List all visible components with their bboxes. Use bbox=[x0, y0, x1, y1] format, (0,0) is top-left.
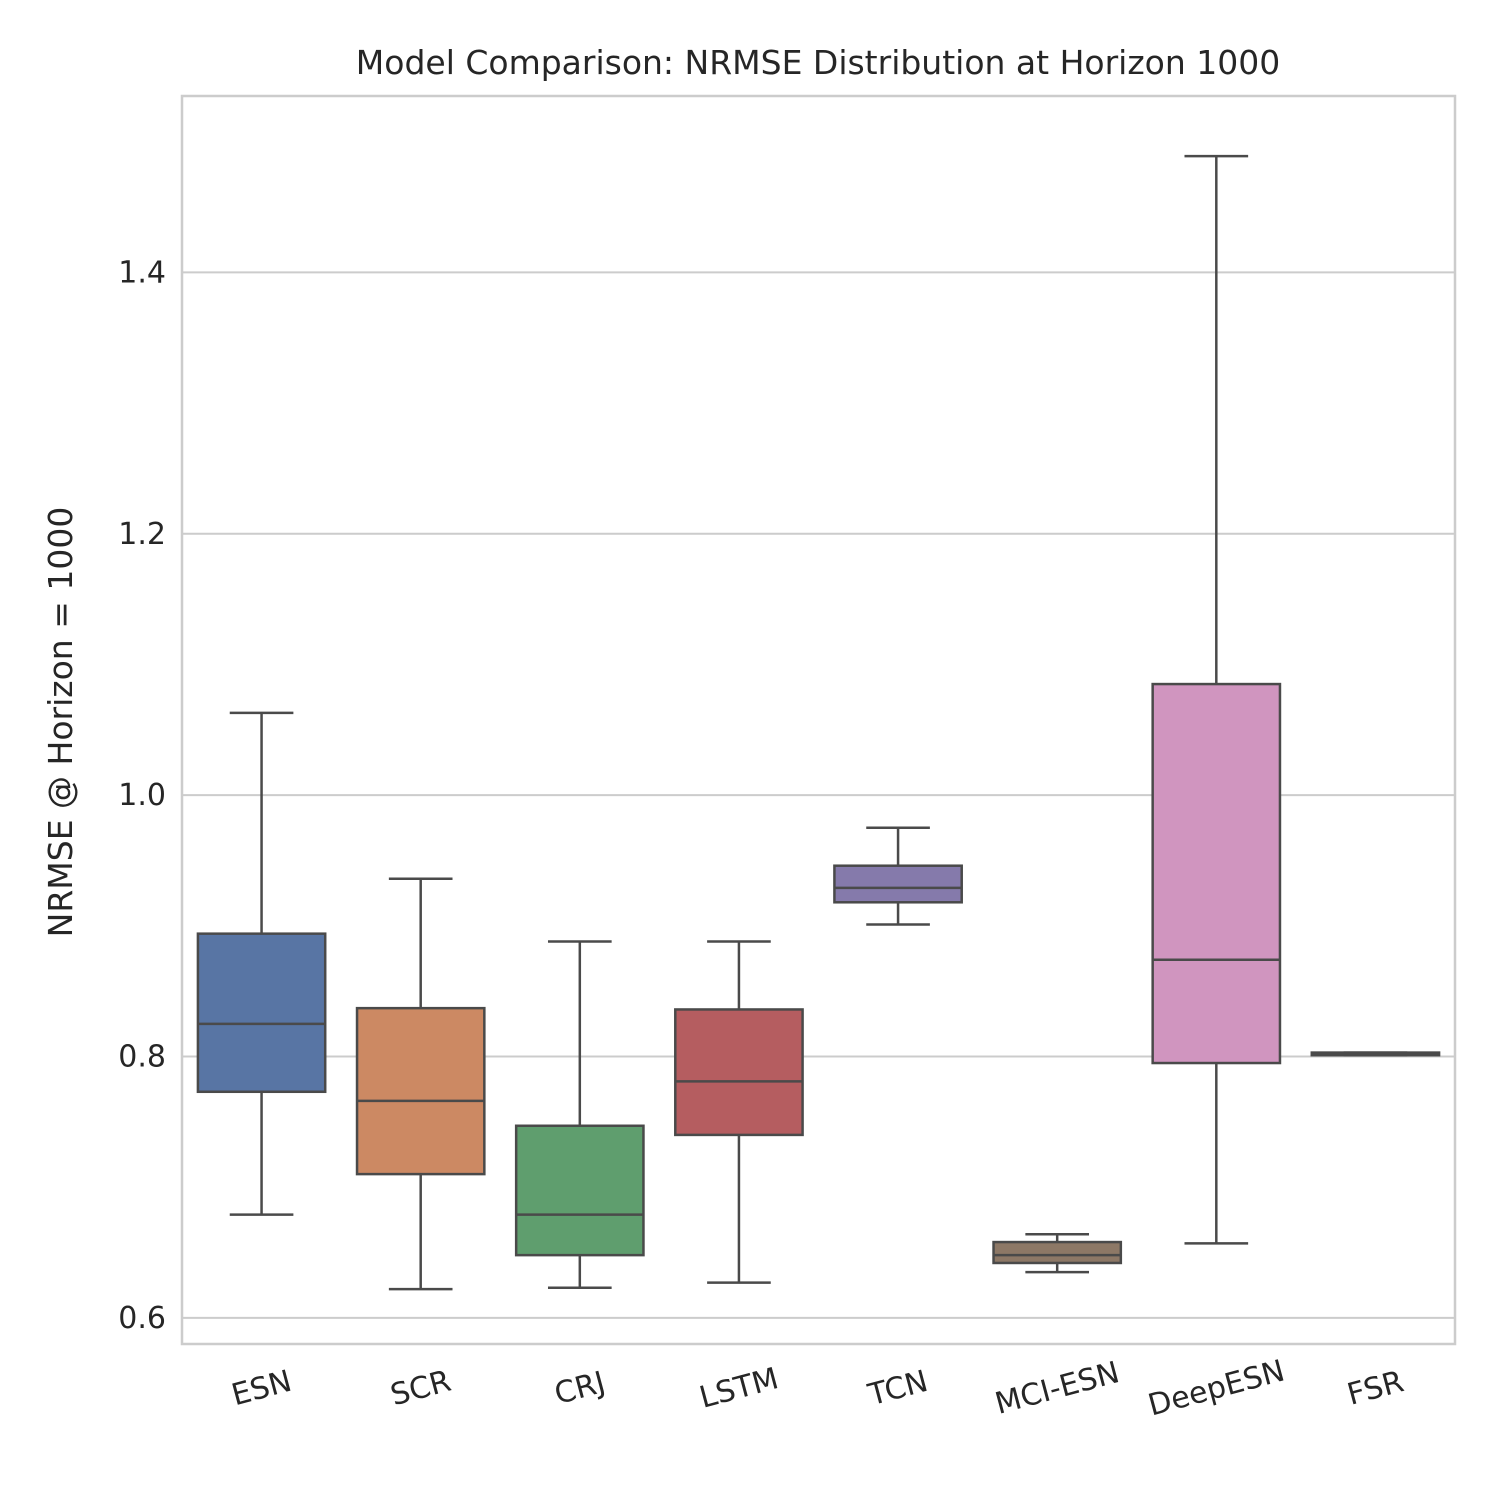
box-iqr bbox=[833, 864, 963, 904]
box-iqr bbox=[674, 1008, 804, 1137]
y-tick-label: 1.0 bbox=[118, 778, 166, 813]
box-tcn bbox=[833, 826, 963, 926]
box-deepesn bbox=[1151, 154, 1282, 1245]
box-iqr bbox=[1151, 682, 1282, 1065]
box-scr bbox=[355, 877, 486, 1291]
box-lstm bbox=[674, 940, 804, 1284]
y-tick-labels: 0.6 0.8 1.0 1.2 1.4 bbox=[118, 255, 166, 1335]
boxes bbox=[196, 154, 1441, 1291]
chart-title: Model Comparison: NRMSE Distribution at … bbox=[356, 43, 1280, 82]
y-tick-label: 0.8 bbox=[118, 1040, 166, 1075]
box-iqr bbox=[992, 1240, 1123, 1265]
box-esn bbox=[196, 711, 327, 1216]
box-fsr bbox=[1310, 1051, 1441, 1057]
box-iqr bbox=[196, 932, 327, 1094]
y-tick-label: 0.6 bbox=[118, 1301, 166, 1336]
box-crj bbox=[514, 940, 645, 1290]
y-tick-label: 1.2 bbox=[118, 517, 166, 552]
box-iqr bbox=[514, 1124, 645, 1257]
y-axis-label: NRMSE @ Horizon = 1000 bbox=[41, 507, 80, 938]
y-tick-label: 1.4 bbox=[118, 255, 166, 290]
box-iqr bbox=[355, 1006, 486, 1176]
plot-frame bbox=[180, 94, 1457, 1346]
box-mci-esn bbox=[992, 1232, 1123, 1274]
